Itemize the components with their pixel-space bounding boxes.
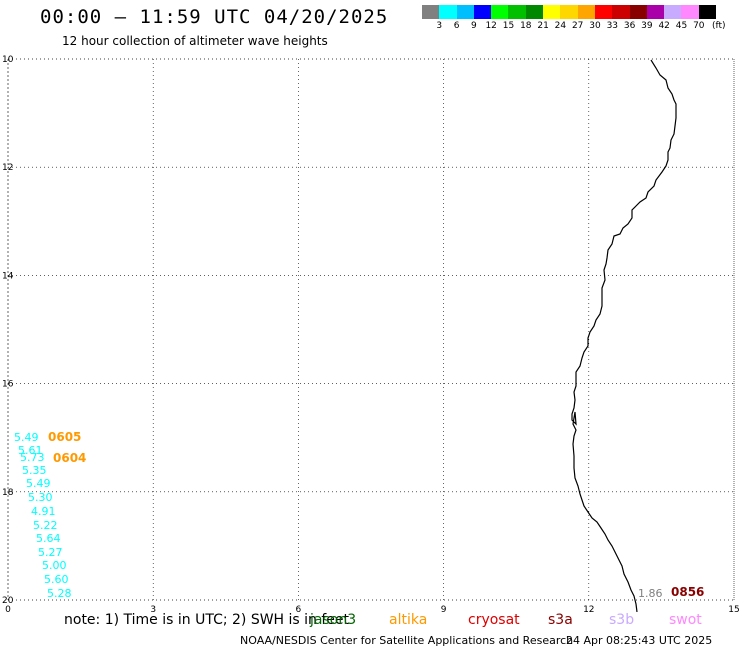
color-scale-label: 6	[453, 21, 460, 31]
color-swatch	[612, 5, 630, 19]
color-swatch	[594, 5, 613, 19]
color-swatch	[646, 5, 665, 19]
latitude-label: 16	[2, 380, 14, 390]
color-scale-labels: 3 6 9 12 15 18 21 24 27 30 33 36 39 42 45 70	[422, 21, 740, 33]
longitude-label: 9	[441, 605, 447, 612]
swh-reading: 5.28	[47, 587, 72, 600]
color-swatch	[456, 5, 474, 19]
color-scale-label: 9	[471, 21, 477, 31]
color-scale-swatches	[422, 5, 717, 19]
color-swatch	[508, 5, 526, 19]
swh-reading: 5.22	[33, 519, 58, 532]
color-scale-unit: (ft)	[712, 21, 726, 31]
color-scale-label: 24	[554, 21, 567, 31]
color-swatch	[681, 5, 699, 19]
latitude-label: 18	[2, 488, 14, 498]
color-scale-label: 15	[502, 21, 515, 31]
mission-legend-item: swot	[669, 612, 702, 628]
mission-legend-item: altika	[389, 612, 428, 628]
latitude-label: 20	[2, 596, 14, 606]
color-scale-label: 12	[485, 21, 497, 31]
swh-reading: 5.49	[26, 477, 51, 490]
longitude-label: 15	[728, 605, 739, 612]
swh-reading: 4.91	[31, 505, 56, 518]
color-scale-label: 18	[520, 21, 532, 31]
swh-reading: 5.73	[20, 451, 45, 464]
color-scale-label: 36	[623, 21, 636, 31]
coastline	[571, 59, 677, 612]
pass-time-label: 0604	[53, 451, 86, 465]
map-frame	[7, 58, 735, 601]
color-swatch	[577, 5, 595, 19]
latitude-label: 12	[2, 163, 13, 173]
color-swatch	[439, 5, 457, 19]
color-scale-legend: 3 6 9 12 15 18 21 24 27 30 33 36 39 42 45 70 (ft)	[422, 5, 726, 31]
color-swatch	[525, 5, 544, 19]
color-scale-label: 70	[693, 21, 705, 31]
credit-line: NOAA/NESDIS Center for Satellite Applica…	[240, 634, 574, 647]
color-swatch	[698, 5, 717, 19]
color-scale-label: 3	[436, 21, 443, 31]
pass-time-labels: 0605 0604 0856	[48, 430, 704, 599]
swh-reading: 5.00	[42, 559, 67, 572]
map-title: 00:00 – 11:59 UTC 04/20/2025	[40, 6, 389, 28]
color-scale-label: 42	[658, 21, 670, 31]
swh-reading: 5.49	[14, 431, 39, 444]
swh-readings: 5.495.615.735.355.495.304.915.225.645.27…	[14, 431, 72, 600]
color-swatch	[473, 5, 492, 19]
swh-reading: 5.60	[44, 573, 69, 586]
credit-timestamp: 24 Apr 08:25:43 UTC 2025	[566, 634, 713, 647]
mission-legend-item: jason3	[310, 612, 357, 628]
swh-reading: 5.35	[22, 464, 47, 477]
map-subtitle: 12 hour collection of altimeter wave hei…	[62, 34, 328, 48]
longitude-label: 3	[150, 605, 156, 612]
color-scale-label: 27	[571, 21, 584, 31]
color-scale-label: 39	[641, 21, 653, 31]
swh-reading: 5.61	[18, 444, 43, 457]
pass-time-label: 0856	[671, 585, 704, 599]
mission-legend-item: s3a	[548, 612, 573, 628]
pass-time-label: 0605	[48, 430, 81, 444]
color-swatch	[422, 5, 440, 19]
latitude-label: 14	[2, 271, 14, 281]
footer-note: note: 1) Time is in UTC; 2) SWH is in fe…	[64, 612, 350, 628]
latitude-label: 10	[2, 55, 14, 65]
color-scale-label: 30	[589, 21, 601, 31]
map-grid	[7, 58, 735, 601]
longitude-label: 12	[583, 605, 594, 612]
color-swatch	[664, 5, 682, 19]
color-scale-label: 33	[606, 21, 619, 31]
swh-reading: 5.30	[28, 491, 53, 504]
mission-legend-item: cryosat	[468, 612, 520, 628]
mission-legend-item: s3b	[609, 612, 635, 628]
longitude-label: 0	[5, 605, 11, 612]
color-swatch	[491, 5, 509, 19]
longitude-label: 6	[296, 605, 302, 612]
color-swatch	[629, 5, 647, 19]
color-scale-label: 21	[537, 21, 549, 31]
color-scale-label: 45	[675, 21, 688, 31]
swh-reading: 5.64	[36, 532, 61, 545]
color-swatch	[543, 5, 561, 19]
swh-reading-grey: 1.86	[638, 587, 663, 600]
map-axis-labels: 10 12 14 16 18 200 3 6 9 12 15	[2, 55, 740, 612]
swh-reading: 5.27	[38, 546, 63, 559]
color-swatch	[560, 5, 578, 19]
